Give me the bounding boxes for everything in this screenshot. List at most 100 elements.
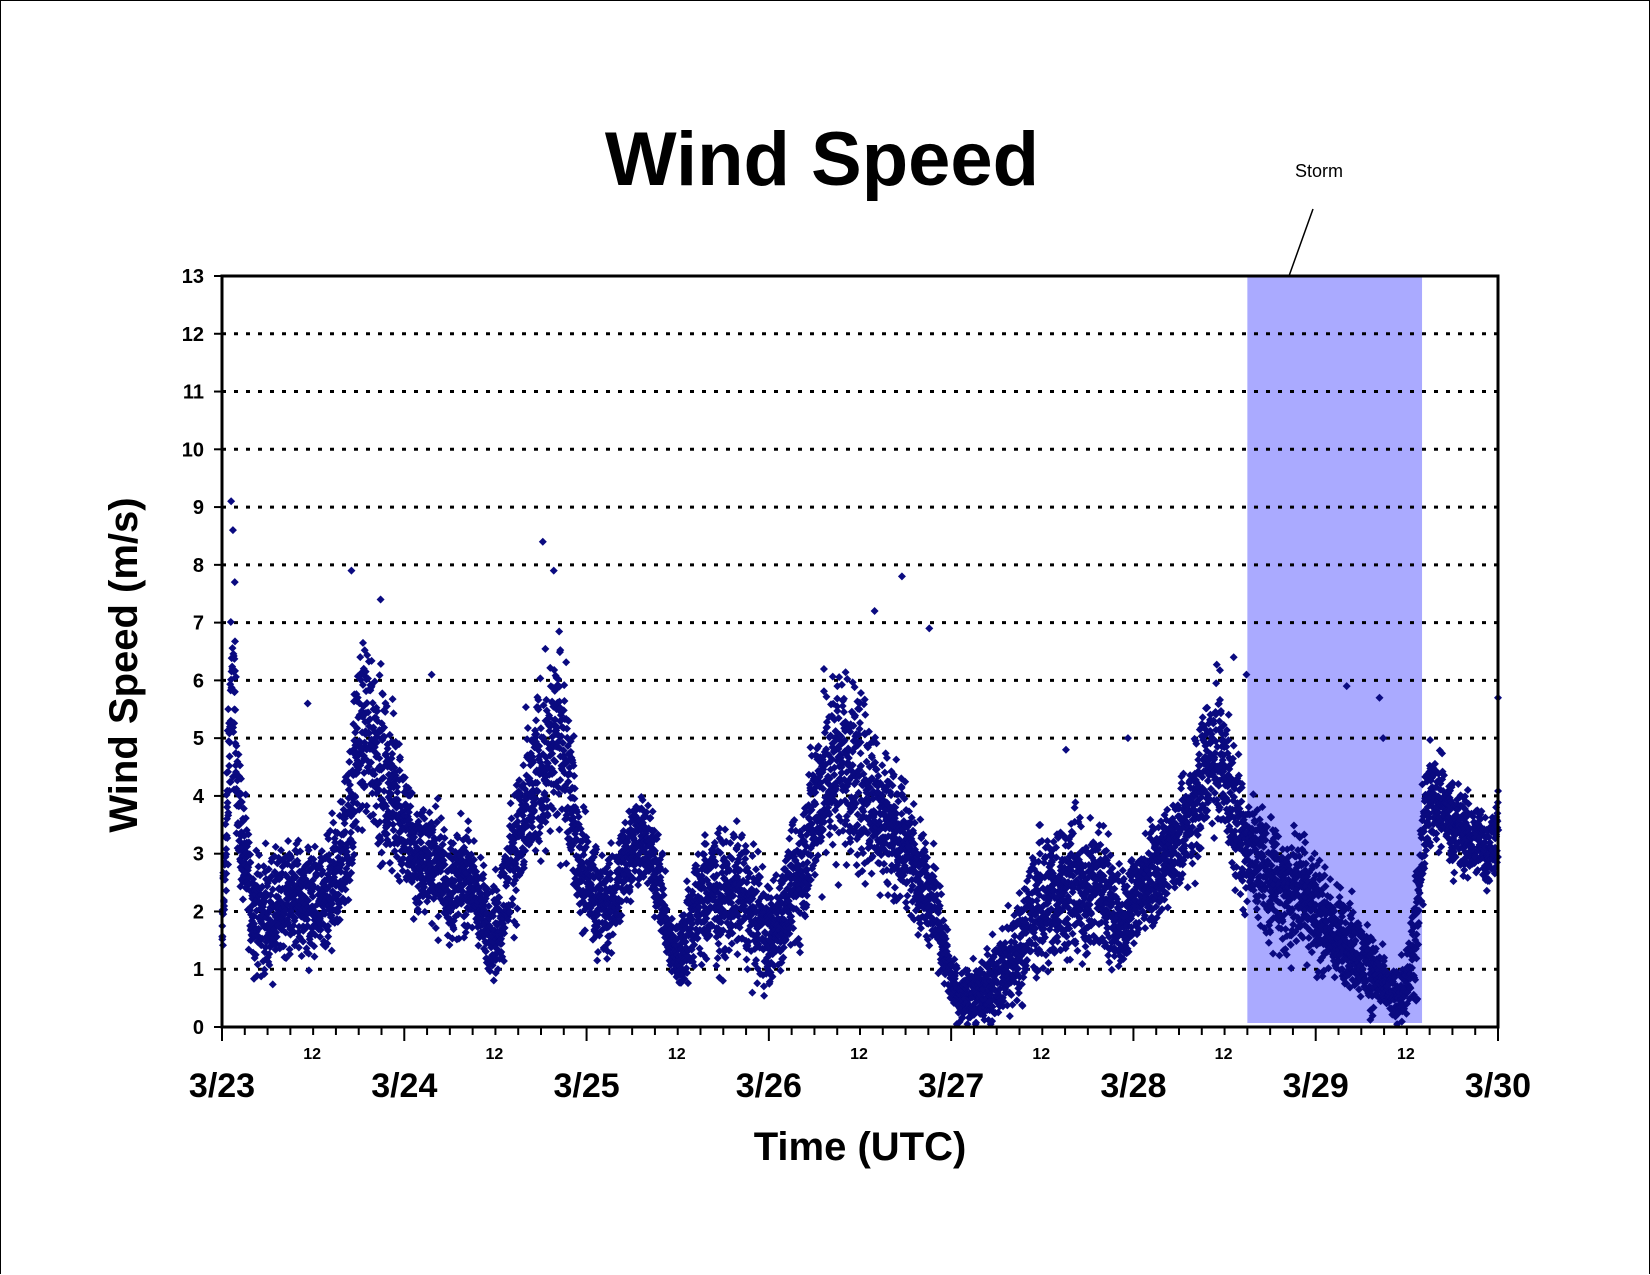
data-point (246, 850, 255, 859)
data-point (327, 911, 336, 920)
data-point (510, 933, 519, 942)
data-point (358, 826, 367, 835)
data-point (742, 955, 751, 964)
data-point (254, 862, 263, 871)
data-point (530, 806, 539, 815)
data-point (388, 695, 397, 704)
data-point (294, 943, 303, 952)
data-point (489, 912, 498, 921)
data-point (231, 705, 240, 714)
data-point (260, 969, 269, 978)
data-point (748, 851, 757, 860)
data-point (428, 822, 437, 831)
data-point (512, 886, 521, 895)
data-point (593, 956, 602, 965)
data-point (440, 825, 449, 834)
data-point (304, 966, 313, 975)
data-point (312, 869, 321, 878)
data-point (470, 855, 479, 864)
data-point (553, 809, 562, 818)
chart-title: Wind Speed (605, 117, 1039, 202)
data-point (351, 792, 360, 801)
data-point (461, 928, 470, 937)
data-point (310, 952, 319, 961)
data-point (385, 730, 394, 739)
data-point (560, 696, 569, 705)
data-point (304, 896, 313, 905)
data-point (504, 874, 513, 883)
data-point (364, 729, 373, 738)
data-point (826, 817, 835, 826)
data-point (390, 763, 399, 772)
data-point (523, 724, 532, 733)
data-point (369, 810, 378, 819)
data-point (396, 753, 405, 762)
data-point (929, 839, 938, 848)
data-point (316, 925, 325, 934)
data-point (249, 974, 258, 983)
data-point (348, 843, 357, 852)
data-point (749, 840, 758, 849)
data-point (566, 747, 575, 756)
data-point (564, 716, 573, 725)
data-point (552, 724, 561, 733)
data-point (341, 885, 350, 894)
data-point (543, 811, 552, 820)
data-point (434, 936, 443, 945)
data-point (249, 875, 258, 884)
data-point (852, 861, 861, 870)
data-point (356, 653, 365, 662)
data-point (388, 749, 397, 758)
data-point (370, 770, 379, 779)
data-point (244, 830, 253, 839)
data-point (853, 850, 862, 859)
data-point (417, 838, 426, 847)
data-point (438, 840, 447, 849)
data-point (225, 761, 234, 770)
data-point (393, 795, 402, 804)
data-point (506, 799, 515, 808)
data-point (733, 950, 742, 959)
data-point (259, 862, 268, 871)
data-point (230, 666, 239, 675)
data-point (534, 695, 543, 704)
data-point (825, 830, 834, 839)
data-point (329, 818, 338, 827)
data-point (819, 664, 828, 673)
data-point (338, 797, 347, 806)
data-point (536, 724, 545, 733)
data-point (449, 925, 458, 934)
data-point (395, 740, 404, 749)
data-point (410, 833, 419, 842)
data-point (241, 790, 250, 799)
data-point (892, 755, 901, 764)
data-point (468, 923, 477, 932)
data-point (382, 830, 391, 839)
data-point (528, 823, 537, 832)
data-point (349, 838, 358, 847)
data-point (748, 988, 757, 997)
data-point (560, 681, 569, 690)
data-point (272, 932, 281, 941)
data-point (464, 817, 473, 826)
data-point (437, 814, 446, 823)
data-point (834, 881, 843, 890)
data-point (228, 644, 237, 653)
data-point (543, 759, 552, 768)
data-point (363, 698, 372, 707)
data-point (512, 920, 521, 929)
data-point (1032, 973, 1041, 982)
data-point (324, 834, 333, 843)
data-point (556, 646, 565, 655)
data-point (420, 814, 429, 823)
data-point (285, 950, 294, 959)
data-point (562, 859, 571, 868)
data-point (806, 743, 815, 752)
data-point (714, 939, 723, 948)
data-point (1005, 1012, 1014, 1021)
data-point (284, 837, 293, 846)
data-point (281, 906, 290, 915)
data-point (309, 855, 318, 864)
data-point (519, 761, 528, 770)
data-point (364, 708, 373, 717)
